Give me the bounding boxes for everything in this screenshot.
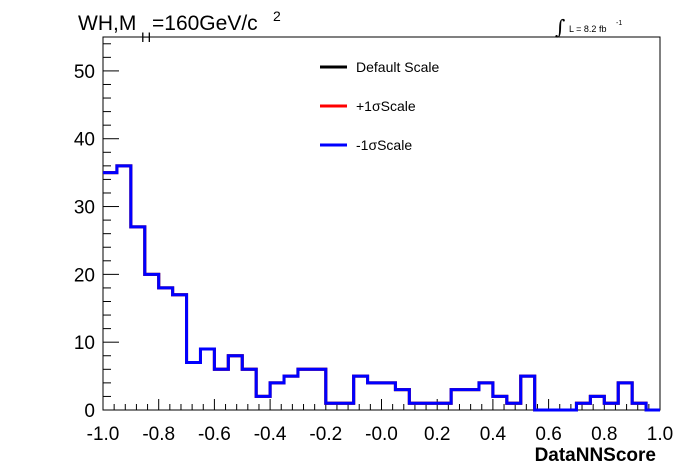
luminosity-superscript: -1: [616, 20, 622, 27]
legend-label: +1σScale: [356, 98, 416, 114]
title-rest: =160GeV/c: [152, 12, 258, 35]
x-axis: -1.0 -0.8 -0.6 -0.4 -0.2 -0.0 0.2 0.4 0.6 0.8 1.0: [87, 399, 673, 445]
x-tick-label: -0.0: [365, 424, 398, 445]
x-tick-label: 0.8: [591, 424, 617, 445]
y-tick-label: 10: [74, 333, 95, 354]
x-tick-label: -0.4: [254, 424, 287, 445]
x-axis-title: DataNNScore: [535, 445, 656, 466]
x-tick-label: 1.0: [647, 424, 673, 445]
title-superscript: 2: [273, 8, 281, 24]
x-tick-label: -0.2: [309, 424, 342, 445]
y-tick-label: 40: [74, 130, 95, 151]
series-line-2: [103, 164, 660, 412]
y-tick-label: 50: [74, 62, 95, 83]
luminosity-text: L = 8.2 fb: [569, 24, 606, 34]
title-main: WH,M: [78, 12, 136, 35]
y-axis: 0 10 20 30 40 50: [74, 43, 119, 422]
y-tick-label: 0: [84, 401, 95, 422]
x-tick-label: 0.4: [480, 424, 507, 445]
luminosity-label: ∫ L = 8.2 fb -1: [555, 15, 622, 39]
x-tick-label: -0.6: [198, 424, 231, 445]
x-tick-label: 0.2: [424, 424, 450, 445]
legend-label: Default Scale: [356, 59, 439, 75]
histogram-series: [103, 164, 660, 412]
chart-title: WH,M H =160GeV/c 2: [78, 8, 281, 45]
x-tick-label: -0.8: [142, 424, 175, 445]
y-tick-label: 30: [74, 198, 95, 219]
integral-symbol: ∫: [555, 15, 565, 39]
legend: Default Scale +1σScale -1σScale: [320, 59, 439, 153]
x-tick-label: -1.0: [87, 424, 120, 445]
legend-label: -1σScale: [356, 137, 412, 153]
y-tick-label: 20: [74, 265, 95, 286]
x-tick-label: 0.6: [535, 424, 561, 445]
